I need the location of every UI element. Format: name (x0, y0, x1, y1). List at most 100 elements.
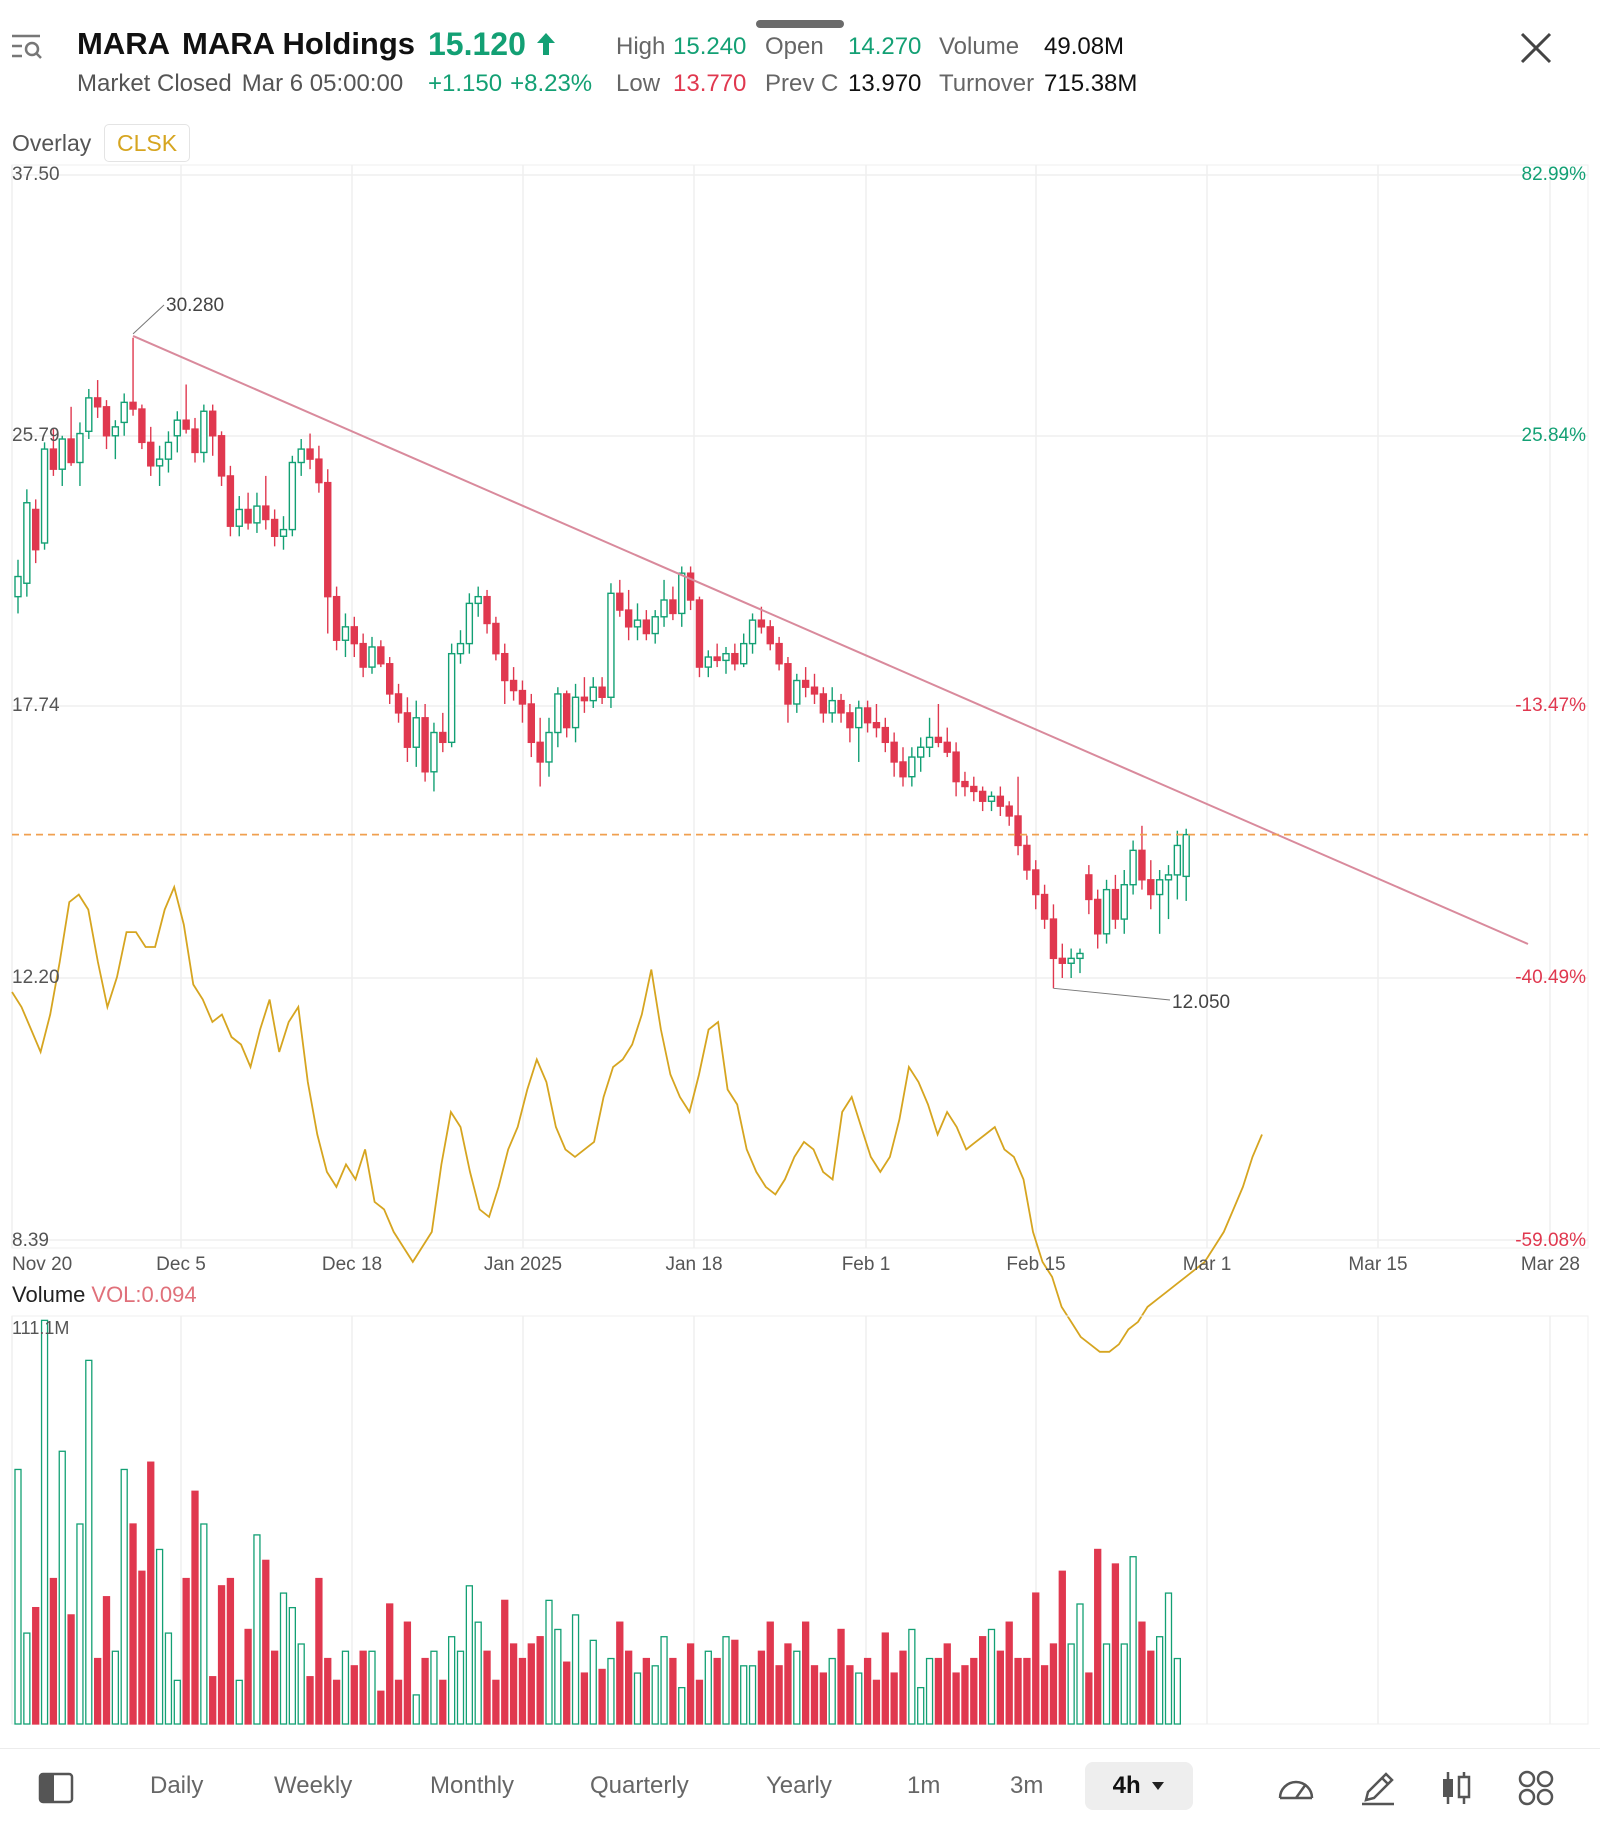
candle-up (1173, 844, 1182, 876)
overlay-symbol-chip[interactable]: CLSK (104, 124, 191, 162)
close-icon[interactable] (1518, 30, 1554, 66)
volume-bar-up (660, 1636, 668, 1725)
volume-bar-up (678, 1686, 686, 1725)
annotation-leader-high (132, 304, 165, 335)
x-tick-label: Jan 18 (665, 1254, 722, 1275)
pencil-icon[interactable] (1358, 1768, 1398, 1808)
drag-handle[interactable] (756, 20, 844, 28)
interval-weekly[interactable]: Weekly (274, 1772, 353, 1799)
volume-bar-up (297, 1643, 305, 1725)
candle-up (908, 756, 916, 778)
candle-up (748, 619, 757, 645)
candle-down (226, 475, 235, 527)
interval-daily[interactable]: Daily (150, 1772, 204, 1799)
volume-bar-up (589, 1639, 597, 1725)
candle-down (1147, 879, 1155, 896)
candle-up (279, 528, 288, 537)
candle-down (67, 438, 75, 464)
x-tick-label: Mar 28 (1521, 1254, 1580, 1275)
candle-up (722, 652, 730, 662)
panel-toggle-icon[interactable] (36, 1768, 76, 1808)
volume-bar-up (545, 1599, 553, 1725)
candle-down (483, 595, 491, 625)
volume-bar-up (85, 1359, 93, 1725)
volume-bar-up (279, 1592, 288, 1725)
candle-down (421, 717, 429, 773)
interval-1m[interactable]: 1m (907, 1772, 941, 1799)
volume-bar-up (1156, 1636, 1164, 1725)
volume-bar-up (155, 1548, 164, 1725)
volume-bar-down (810, 1665, 819, 1725)
candle-up (1120, 884, 1128, 920)
volume-bar-down (713, 1657, 721, 1725)
volume-bar-up (341, 1650, 350, 1725)
volume-bar-down (1049, 1643, 1058, 1725)
interval-quarterly[interactable]: Quarterly (590, 1772, 689, 1799)
candle-down (801, 679, 810, 688)
speedometer-icon[interactable] (1276, 1768, 1316, 1808)
candle-up (297, 448, 305, 464)
volume-bar-down (580, 1672, 589, 1725)
volume-bar-down (766, 1621, 774, 1725)
y-percent-tick-label: 82.99% (1522, 164, 1587, 185)
candle-up (607, 592, 615, 698)
volume-bar-down (102, 1596, 111, 1725)
candle-up (14, 575, 22, 598)
x-tick-label: Feb 1 (842, 1254, 891, 1275)
x-tick-label: Jan 2025 (484, 1254, 562, 1275)
volume-bar-down (315, 1577, 323, 1725)
volume-bar-up (740, 1665, 748, 1725)
stat-volume: Volume (939, 33, 1019, 61)
axis-labels: 37.50 25.79 17.74 12.20 8.39 82.99% 25.84% -13.… (12, 164, 1586, 1275)
overlay-series (11, 884, 1263, 1353)
volume-bar-up (200, 1523, 208, 1725)
volume-title: Volume (12, 1282, 86, 1307)
candle-up (368, 646, 376, 668)
candle-up (173, 419, 182, 437)
stat-turnover-value: 715.38M (1044, 70, 1138, 97)
candle-down (509, 679, 518, 692)
interval-monthly[interactable]: Monthly (430, 1772, 515, 1799)
volume-bar-down (182, 1577, 190, 1725)
interval-yearly[interactable]: Yearly (766, 1772, 832, 1799)
interval-3m[interactable]: 3m (1010, 1772, 1044, 1799)
volume-bar-down (421, 1657, 429, 1725)
volume-bar-down (147, 1461, 155, 1725)
interval-4h-dropdown[interactable]: 4h (1085, 1762, 1193, 1810)
volume-bar-down (209, 1676, 217, 1725)
candle-up (235, 508, 243, 527)
candle-down (32, 508, 40, 551)
stock-symbol: MARA (77, 26, 170, 61)
candlestick-icon[interactable] (1436, 1768, 1476, 1808)
x-tick-label: Nov 20 (12, 1254, 72, 1275)
volume-y-tick-label: 111.1M (12, 1318, 69, 1338)
candle-down (501, 652, 509, 682)
stat-volume-value: 49.08M (1044, 33, 1125, 60)
volume-bar-up (474, 1621, 482, 1725)
volume-bar-up (1129, 1556, 1137, 1725)
volume-bar-down (394, 1679, 403, 1725)
volume-bar-up (828, 1657, 836, 1725)
annotation-high-label: 30.280 (166, 295, 224, 316)
market-time: Mar 6 05:00:00 (241, 70, 404, 97)
volume-bar-down (1094, 1548, 1102, 1725)
menu-search-icon[interactable] (10, 30, 44, 64)
candle-up (40, 448, 49, 544)
candle-up (678, 572, 686, 615)
volume-bar-down (563, 1661, 571, 1725)
candle-down (1040, 893, 1049, 920)
volume-bar-down (306, 1676, 314, 1725)
candle-down (1014, 815, 1022, 847)
stat-high-label: High (616, 33, 666, 60)
y-tick-label: 17.74 (12, 695, 60, 716)
candle-up (164, 441, 173, 460)
candle-down (386, 663, 394, 695)
volume-bar-down (244, 1628, 252, 1725)
volume-bar-up (855, 1672, 863, 1725)
candle-down (624, 609, 633, 628)
candle-up (1129, 849, 1137, 886)
chart-canvas[interactable]: 37.50 25.79 17.74 12.20 8.39 82.99% 25.84% -13.… (0, 0, 1600, 1745)
volume-bar-down (138, 1570, 146, 1725)
grid-icon[interactable] (1516, 1768, 1556, 1808)
candle-up (76, 432, 84, 464)
